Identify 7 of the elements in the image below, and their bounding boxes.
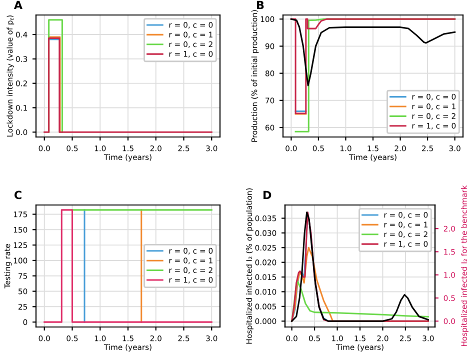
chart-title: A	[14, 0, 22, 10]
line-series	[290, 18, 456, 86]
chart-title: B	[257, 0, 264, 10]
line-series	[290, 18, 456, 114]
chart-title: C	[14, 190, 22, 200]
line-series	[291, 280, 429, 322]
chart-title: D	[264, 190, 272, 200]
